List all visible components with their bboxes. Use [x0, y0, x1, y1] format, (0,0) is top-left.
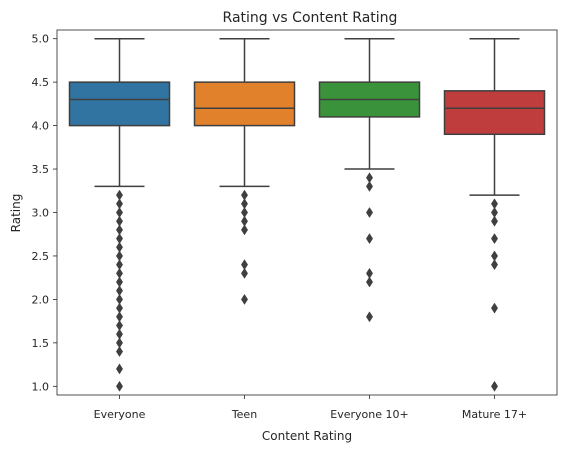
outlier-point [366, 180, 373, 192]
y-tick-label: 4.0 [32, 120, 50, 133]
outlier-point [491, 380, 498, 392]
x-tick-label: Everyone [94, 408, 146, 421]
outlier-point [491, 302, 498, 314]
y-tick-label: 3.5 [32, 163, 50, 176]
y-axis: 1.0 1.5 2.0 2.5 3.0 3.5 4.0 4.5 5.0 [32, 33, 57, 393]
y-tick-label: 1.0 [32, 380, 50, 393]
outlier-point [366, 276, 373, 288]
iqr-box [68, 81, 171, 127]
outlier-point [366, 311, 373, 323]
x-axis: Everyone Teen Everyone 10+ Mature 17+ [94, 395, 527, 421]
outlier-point [116, 346, 123, 358]
outlier-point [491, 215, 498, 227]
x-tick-label: Teen [231, 408, 257, 421]
y-axis-label: Rating [9, 194, 23, 233]
iqr-box [443, 90, 546, 136]
chart-title: Rating vs Content Rating [223, 10, 398, 26]
outlier-point [241, 224, 248, 236]
outlier-point [116, 380, 123, 392]
y-tick-label: 1.5 [32, 337, 50, 350]
outlier-point [491, 233, 498, 245]
outlier-point [241, 267, 248, 279]
y-tick-label: 4.5 [32, 76, 50, 89]
box-group [68, 37, 546, 392]
outlier-point [241, 293, 248, 305]
y-tick-label: 2.0 [32, 293, 50, 306]
x-axis-label: Content Rating [262, 429, 352, 443]
x-tick-label: Everyone 10+ [330, 408, 408, 421]
outlier-point [366, 233, 373, 245]
iqr-box [193, 81, 296, 127]
outlier-point [491, 259, 498, 271]
x-tick-label: Mature 17+ [462, 408, 527, 421]
outlier-point [366, 207, 373, 218]
y-tick-label: 3.0 [32, 207, 50, 220]
outlier-point [116, 363, 123, 375]
y-tick-label: 2.5 [32, 250, 50, 263]
y-tick-label: 5.0 [32, 33, 50, 46]
